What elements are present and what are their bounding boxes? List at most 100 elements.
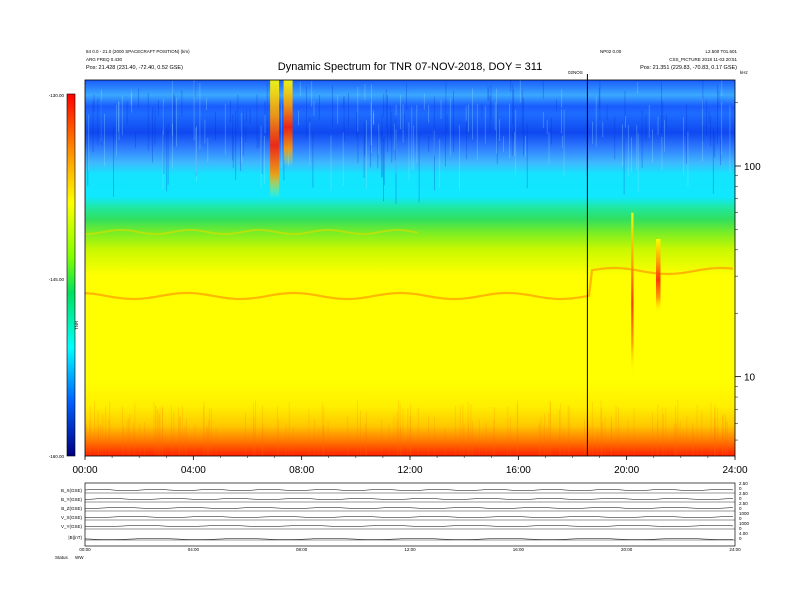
spectrogram-striation [496,88,497,154]
spectrogram-striation [332,85,333,127]
spectrogram-striation [396,411,398,456]
spectrogram-striation [178,407,179,456]
spectrogram-striation [525,135,526,157]
spectrogram-striation [479,419,480,456]
spectrogram-striation [311,81,313,107]
spectrogram-striation [363,122,365,178]
spectrogram-striation [721,80,723,97]
spectrogram-striation [666,114,667,130]
spectrogram-striation [179,415,180,456]
spectrogram-striation [604,416,606,456]
spectrogram-striation [118,101,119,132]
spectrogram-striation [97,98,99,146]
spectrogram-striation [206,98,207,110]
spectrogram-striation [563,109,565,177]
spectrogram-striation [126,420,128,456]
spectrogram-striation [509,103,510,159]
spectrogram-striation [696,404,698,456]
spectrogram-striation [312,132,314,188]
spectrogram-striation [717,85,718,145]
spectrogram-striation [652,412,653,456]
spectrogram-striation [599,81,601,120]
spectrogram-striation [543,424,545,456]
colorbar-top-label: -130.00 [49,93,65,98]
spectrogram-striation [721,102,723,156]
spectrogram-striation [675,405,676,456]
spectrogram-striation [494,407,495,456]
spectrogram-striation [203,401,205,456]
spectrogram-striation [465,106,467,122]
header-left-line3: Pos: 21.428 (231.40, -72.40, 0.52 GSE) [86,65,183,71]
spectrogram-striation [184,426,186,456]
spectrogram-striation [584,419,585,456]
panel-trace [84,516,734,518]
spectrogram-striation [587,419,589,456]
spectrogram-striation [100,89,102,142]
spectrogram-striation [449,97,451,157]
spectrogram-striation [371,84,372,153]
spectrogram-striation [343,97,345,107]
spectrogram-striation [321,402,323,456]
spectrogram-striation [725,419,727,456]
spectrogram-striation [645,114,647,142]
spectrogram-striation [88,114,90,171]
spectrogram [84,74,736,457]
spectrogram-striation [92,100,94,153]
spectrogram-striation [542,112,544,129]
spectrogram-striation [395,104,397,116]
panel-trace [84,489,734,491]
panel-row-label: V_Y(GSE) [61,524,83,529]
spectrogram-striation [193,80,195,141]
spectrogram-striation [433,96,435,128]
spectrogram-striation [481,103,483,119]
spectrogram-striation [661,136,663,170]
header-right-line4: Pos: 21.351 (229.83, -70.83, 0.17 GSE) [640,65,737,71]
spectrogram-striation [253,417,255,456]
spectrogram-striation [366,411,367,456]
spectrogram-striation [445,110,446,167]
spectrogram-striation [494,102,496,131]
spectrogram-striation [467,402,469,456]
spectrogram-striation [173,411,175,456]
spectrogram-striation [144,422,145,456]
spectrogram-striation [323,424,324,456]
panel-right-tick: 2.50 [739,491,748,496]
spectrogram-striation [395,129,397,174]
spectrogram-striation [439,139,441,188]
spectrogram-striation [540,416,542,456]
spectrogram-striation [623,139,625,195]
spectrogram-striation [556,99,557,111]
panel-right-tick: 0 [739,496,742,501]
spectrogram-striation [487,88,489,101]
spectrogram-striation [89,405,91,456]
spectrogram-striation [288,401,290,456]
panel-time-tick: 00:00 [79,547,91,552]
spectrogram-striation [519,80,521,103]
spectrogram-striation [186,417,187,456]
spectrogram-striation [433,130,435,156]
spectrogram-striation [428,136,430,152]
spectrogram-striation [390,106,391,140]
panel-right-tick: 4.00 [739,531,748,536]
spectrogram-striation [377,131,379,169]
spectrogram-striation [277,406,278,456]
radio-burst [631,212,634,377]
spectrogram-striation [139,424,141,456]
spectrogram-striation [235,110,237,180]
spectrogram-striation [484,105,486,144]
spectrogram-striation [135,132,136,148]
spectrogram-striation [720,139,721,165]
x-tick-label: 08:00 [289,465,314,476]
spectrogram-striation [262,424,264,456]
spectrogram-striation [210,408,212,456]
spectrogram-striation [472,88,473,140]
spectrogram-striation [381,419,383,456]
panel-right-tick: 0 [739,486,742,491]
spectrogram-striation [637,133,639,192]
panel-right-tick: 1000 [739,521,750,526]
spectrogram-striation [180,417,181,456]
spectrogram-striation [281,103,282,168]
spectrogram-striation [624,90,626,122]
spectrogram-striation [664,120,665,152]
spectrogram-striation [512,84,514,125]
